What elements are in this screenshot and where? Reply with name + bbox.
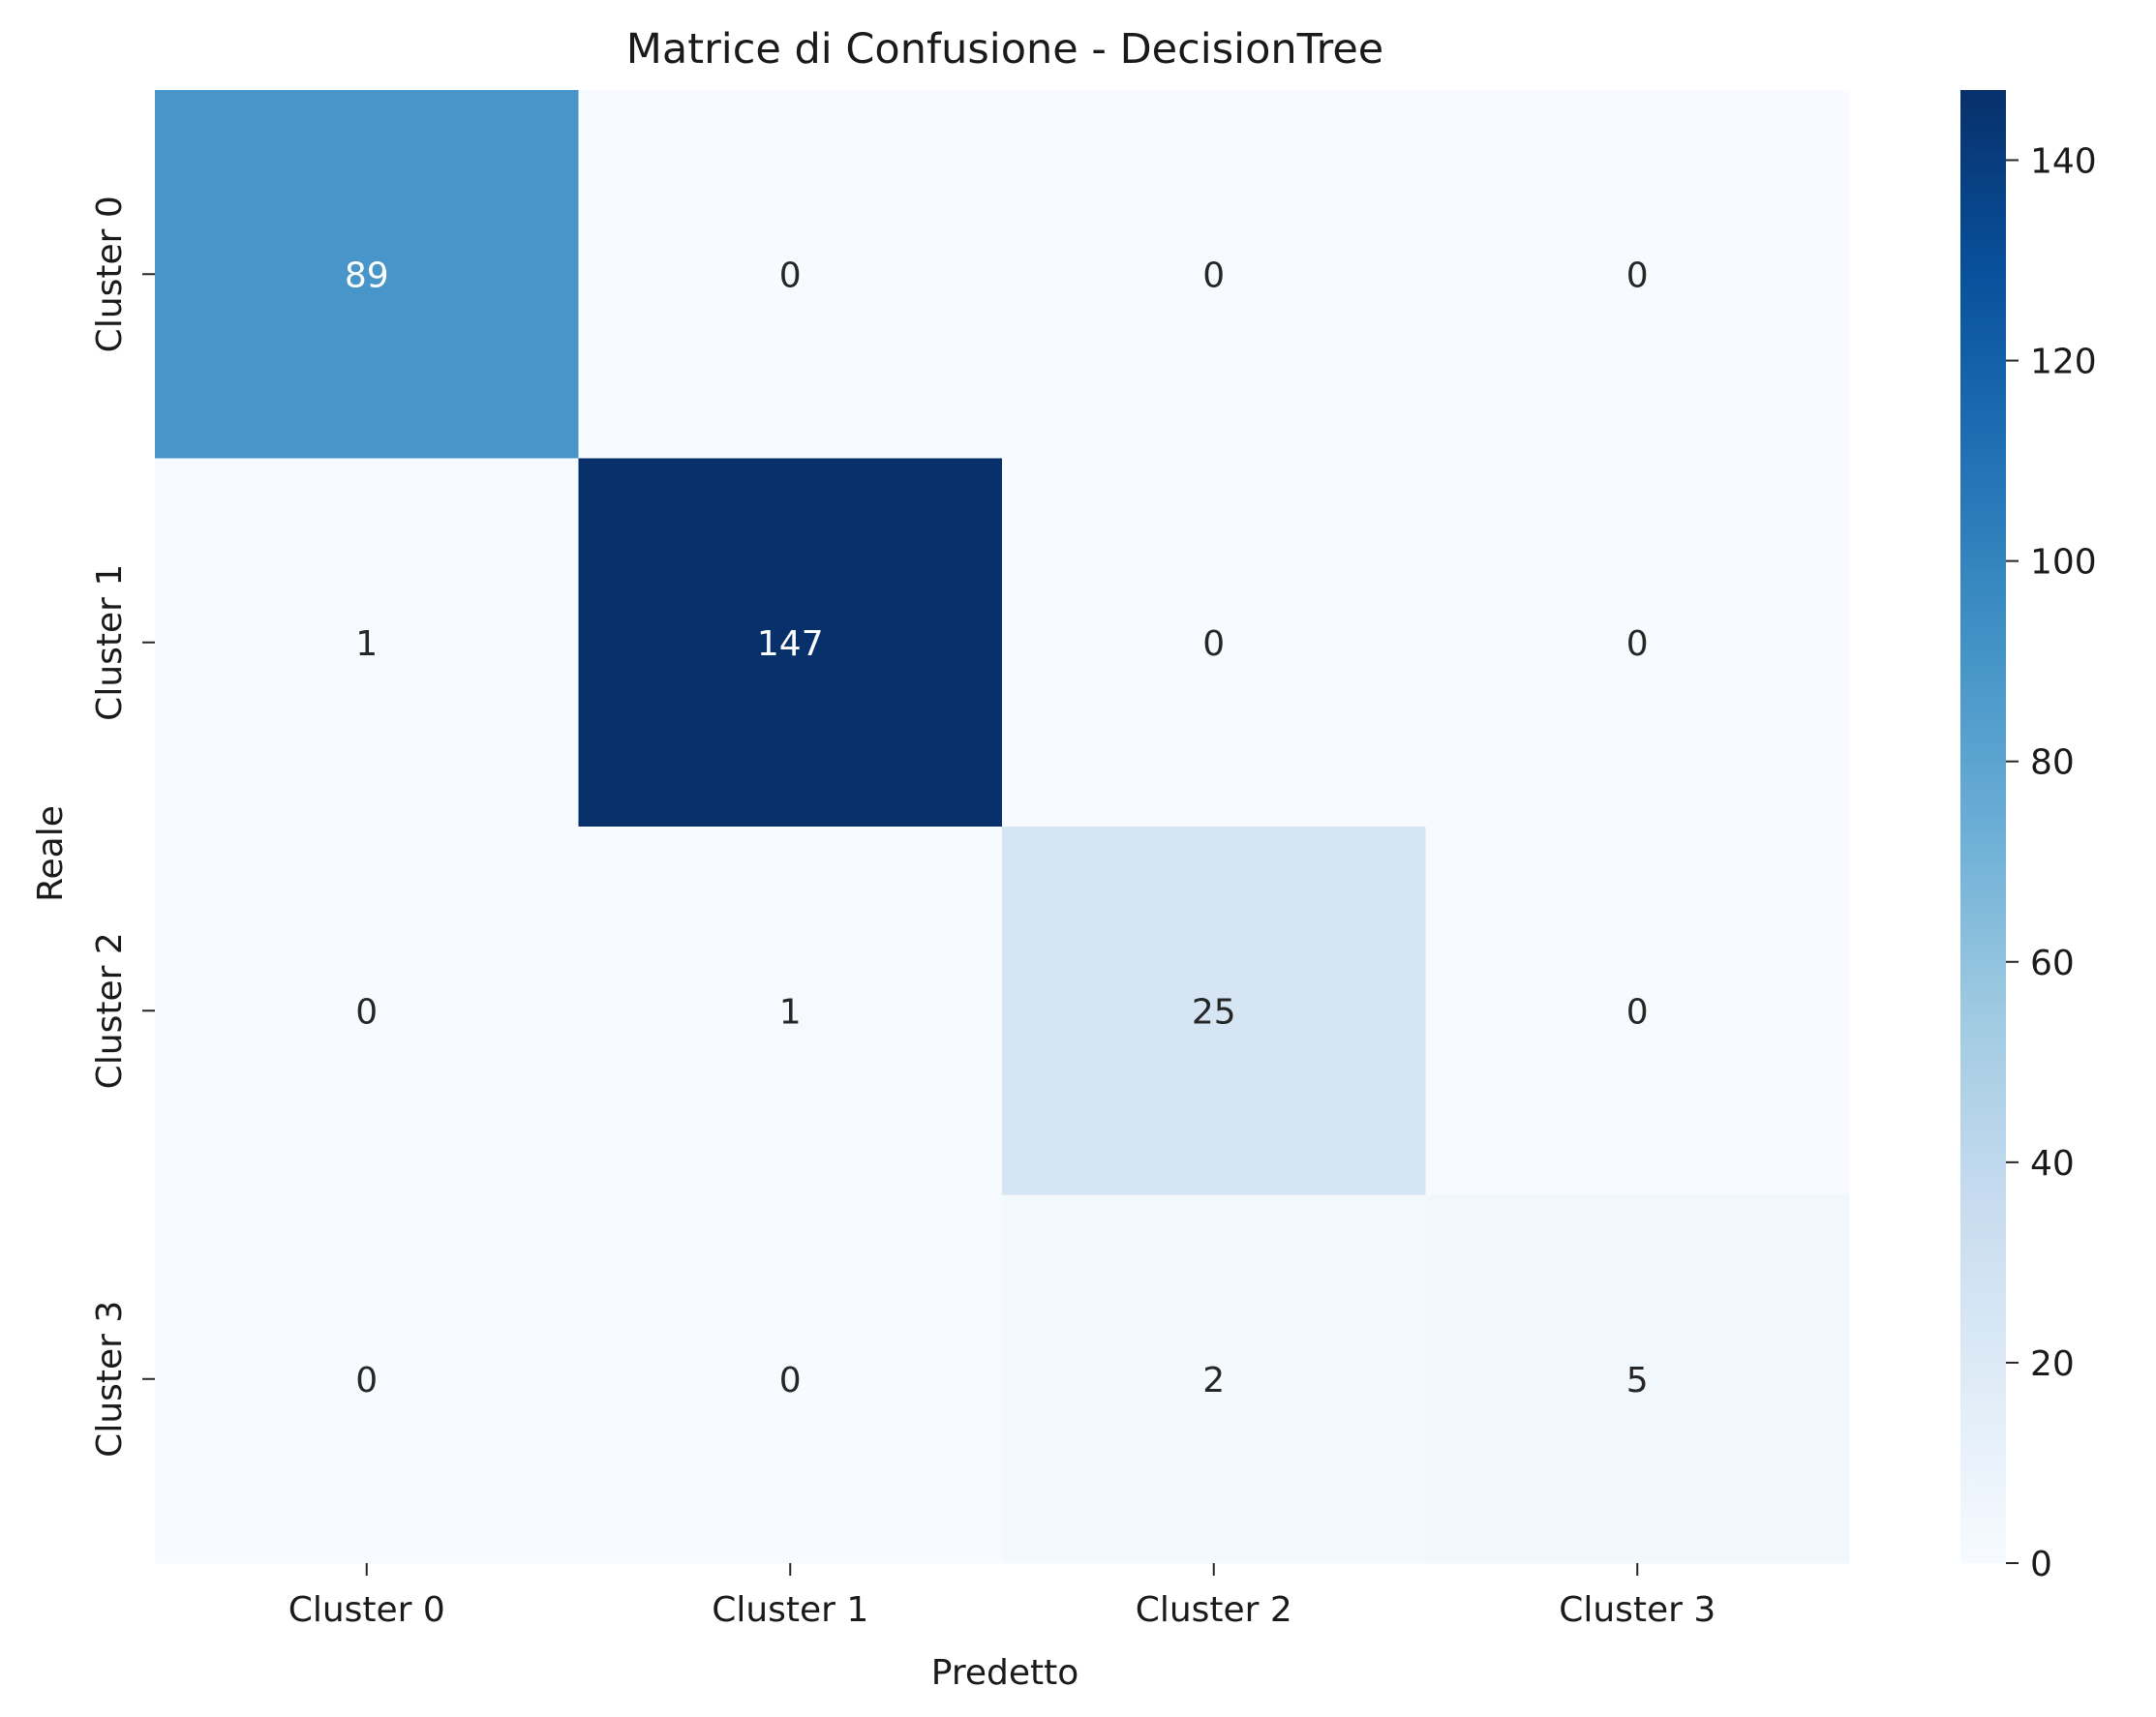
heatmap-cell (1002, 827, 1426, 1195)
cell-value-label: 89 (345, 256, 389, 295)
cell-value-label: 0 (355, 1361, 378, 1401)
colorbar (1960, 90, 2006, 1563)
y-tick-label: Cluster 0 (90, 196, 130, 352)
colorbar-tick-label: 20 (2030, 1344, 2075, 1384)
x-axis-label: Predetto (931, 1653, 1079, 1693)
cell-value-label: 1 (779, 992, 802, 1032)
heatmap-cell (1425, 827, 1850, 1195)
cell-value-label: 0 (779, 256, 802, 295)
cell-value-label: 5 (1626, 1361, 1649, 1401)
heatmap-cell-labels: 89 0 0 01 147 0 00 1 25 00 0 2 5 (345, 256, 1649, 1401)
cell-value-label: 25 (1192, 992, 1236, 1032)
y-tick-label: Cluster 2 (90, 932, 130, 1089)
heatmap-cell (578, 827, 1003, 1195)
x-tick-label: Cluster 1 (712, 1590, 868, 1630)
colorbar-tick-label: 80 (2030, 743, 2075, 783)
heatmap-cell (1425, 458, 1850, 828)
colorbar-tick-label: 40 (2030, 1144, 2075, 1184)
heatmap-cell (1002, 90, 1426, 459)
y-axis-ticks: Cluster 0 Cluster 1 Cluster 2 Cluster 3 (90, 196, 155, 1458)
heatmap-cell (1425, 90, 1850, 459)
heatmap-cell (1002, 458, 1426, 828)
heatmap-cell (578, 90, 1003, 459)
heatmap-cell (155, 458, 579, 828)
cell-value-label: 0 (1202, 256, 1225, 295)
colorbar-tick-label: 100 (2030, 543, 2097, 583)
cell-value-label: 0 (355, 992, 378, 1032)
colorbar-tick-label: 0 (2030, 1545, 2052, 1584)
cell-value-label: 1 (355, 624, 378, 664)
heatmap-cell (155, 1194, 579, 1564)
x-tick-label: Cluster 2 (1136, 1590, 1292, 1630)
heatmap-cell (1002, 1194, 1426, 1564)
cell-value-label: 0 (1626, 992, 1649, 1032)
y-tick-label: Cluster 3 (90, 1301, 130, 1458)
cell-value-label: 0 (1626, 624, 1649, 664)
heatmap-cell (155, 90, 579, 459)
cell-value-label: 147 (757, 624, 824, 664)
x-axis-ticks: Cluster 0 Cluster 1 Cluster 2 Cluster 3 (288, 1563, 1716, 1630)
colorbar-tick-label: 60 (2030, 944, 2075, 983)
heatmap-cell (1425, 1194, 1850, 1564)
x-tick-label: Cluster 3 (1559, 1590, 1716, 1630)
cell-value-label: 0 (1626, 256, 1649, 295)
cell-value-label: 0 (1202, 624, 1225, 664)
colorbar-tick-label: 140 (2030, 141, 2097, 181)
colorbar-ticks: 0 20 40 60 80 100 120 140 (2006, 141, 2097, 1584)
colorbar-tick-label: 120 (2030, 343, 2097, 382)
y-tick-label: Cluster 1 (90, 564, 130, 721)
heatmap-cell (578, 458, 1003, 828)
chart-title: Matrice di Confusione - DecisionTree (626, 25, 1383, 74)
y-axis-label: Reale (31, 805, 71, 902)
cell-value-label: 0 (779, 1361, 802, 1401)
cell-value-label: 2 (1202, 1361, 1225, 1401)
x-tick-label: Cluster 0 (288, 1590, 445, 1630)
heatmap-cells (155, 90, 1850, 1564)
heatmap-cell (155, 827, 579, 1195)
heatmap-cell (578, 1194, 1003, 1564)
